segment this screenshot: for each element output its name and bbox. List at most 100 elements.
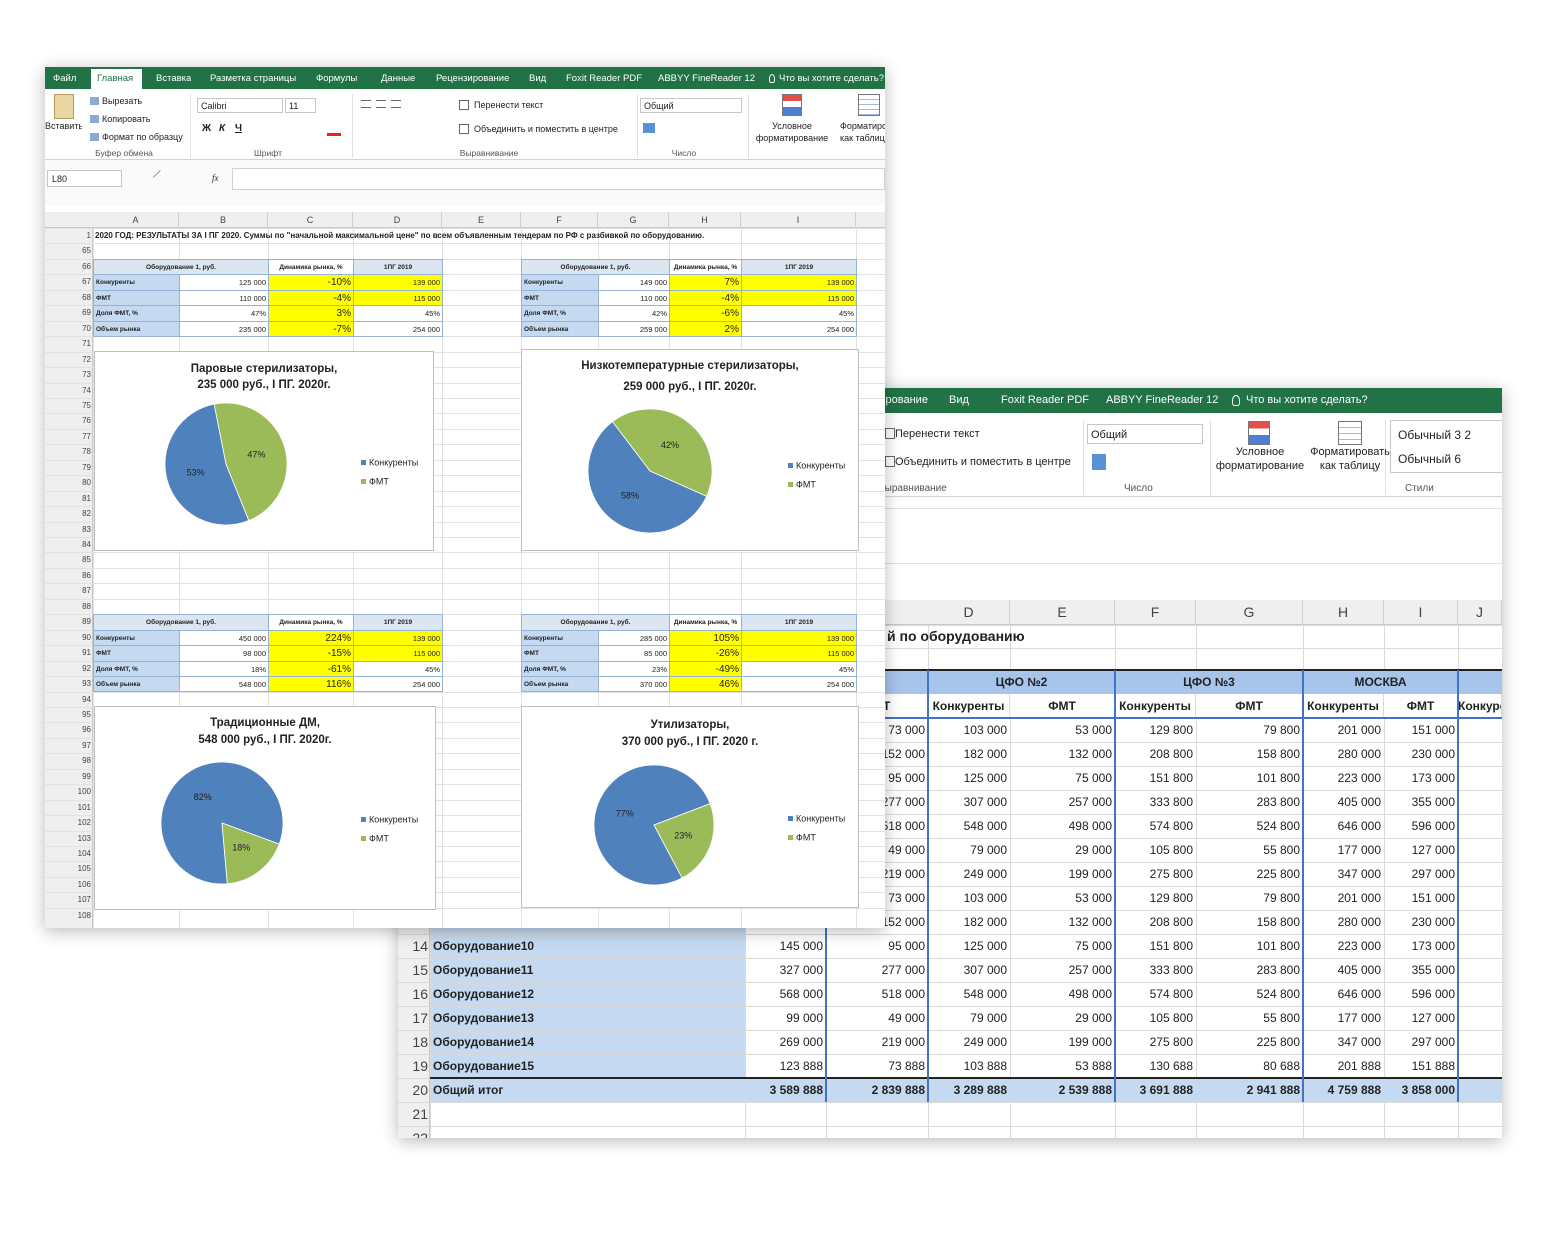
cell-value: 208 800: [1149, 915, 1193, 929]
table-label: Объем рынка: [93, 676, 180, 693]
cell-value: 3 691 888: [1139, 1083, 1193, 1097]
table-label: Объем рынка: [93, 320, 180, 338]
cell-value: 127 000: [1411, 1011, 1455, 1025]
table-value: 259 000: [598, 320, 670, 338]
align-icon: [376, 100, 386, 108]
legend-swatch: [788, 816, 793, 821]
row-header: 71: [82, 339, 91, 349]
pie-label: 58%: [621, 491, 639, 501]
row-header: 91: [82, 648, 91, 658]
cell-value: 596 000: [1411, 819, 1455, 833]
column-header: A: [93, 212, 179, 228]
table-label: ФМТ: [93, 645, 180, 662]
row-header: 69: [82, 308, 91, 318]
cell-value: 103 000: [963, 891, 1007, 905]
ribbon-tab: Вид: [529, 73, 547, 84]
group-header: МОСКВА: [1303, 670, 1458, 694]
table-value: -4%: [268, 289, 354, 307]
ribbon-button: Перенести текст: [895, 428, 980, 440]
row-header: 66: [82, 261, 91, 271]
sheet-title: 2020 ГОД: РЕЗУЛЬТАТЫ ЗА I ПГ 2020. Суммы…: [95, 231, 705, 240]
cell-value: 158 800: [1256, 747, 1300, 761]
table-header: 1ПГ 2019: [353, 258, 443, 276]
table-label: Конкуренты: [93, 629, 180, 647]
chart-title: 548 000 руб., I ПГ. 2020г.: [198, 734, 332, 746]
cell-value: 3 589 888: [769, 1083, 823, 1097]
column-header: G: [1196, 600, 1303, 625]
table-value: 139 000: [353, 274, 443, 291]
table-header: Оборудование 1, руб.: [521, 258, 670, 276]
row-header: 103: [77, 833, 91, 843]
group-border: [927, 670, 929, 1102]
legend-swatch: [361, 460, 366, 465]
column-header: E: [1010, 600, 1115, 625]
cell-value: 257 000: [1068, 963, 1112, 977]
cell-value: 130 688: [1149, 1059, 1193, 1073]
ribbon-button: Вставить: [45, 121, 82, 131]
merge-icon: [885, 456, 895, 467]
grid-line: [45, 676, 885, 678]
column-header: J: [1458, 600, 1502, 625]
table-value: 224%: [268, 629, 354, 647]
row-header: 83: [82, 524, 91, 534]
legend-label: Конкуренты: [796, 460, 845, 470]
column-header: I: [741, 212, 856, 228]
table-value: 115 000: [353, 289, 443, 307]
grid-line: [398, 1054, 1502, 1055]
row-label: Оборудование13: [433, 1011, 535, 1025]
table-top-border: [430, 669, 1502, 671]
cell-value: 151 888: [1411, 1059, 1455, 1073]
pie-slice: [587, 421, 708, 534]
row-header: 22: [412, 1130, 428, 1138]
row-header: 106: [77, 879, 91, 889]
cell-value: 277 000: [881, 963, 925, 977]
sub-header: ФМТ: [1010, 694, 1115, 718]
column-header: G: [598, 212, 669, 228]
pie-slice: [164, 403, 250, 526]
cell-value: 219 000: [881, 867, 925, 881]
currency-icon: [643, 123, 655, 133]
row-header: 81: [82, 493, 91, 503]
sheet-title: й по оборудованию: [887, 628, 1025, 644]
cell-value: 201 888: [1337, 1059, 1381, 1073]
row-label: Оборудование10: [433, 939, 535, 953]
cell-value: 151 800: [1149, 939, 1193, 953]
legend-label: Конкуренты: [796, 813, 845, 823]
grid-line: [45, 336, 885, 338]
row-header: 102: [77, 818, 91, 828]
row-header: 20: [412, 1082, 428, 1098]
cell-value: 327 000: [779, 963, 823, 977]
styles-gallery: [1390, 420, 1502, 473]
cell-value: 75 000: [1075, 771, 1112, 785]
row-header: 16: [412, 986, 428, 1002]
cell-value: 151 000: [1411, 891, 1455, 905]
table-header: Динамика рынка, %: [268, 258, 354, 276]
cell-value: 347 000: [1337, 867, 1381, 881]
grid-line: [398, 766, 1502, 767]
grid-line: [521, 228, 522, 928]
legend-label: ФМТ: [796, 479, 816, 489]
group-label: Выравнивание: [878, 483, 947, 494]
pie-chart: 58% Конкуренты 42% ФМТ: [587, 408, 845, 534]
table-value: 116%: [268, 676, 354, 693]
chart-title: Утилизаторы,: [650, 719, 730, 731]
grid-line: [45, 567, 885, 569]
cell-value: 53 888: [1075, 1059, 1112, 1073]
row-header: 14: [412, 938, 428, 954]
chart: Утилизаторы, 370 000 руб., I ПГ. 2020 г. 7…: [521, 706, 859, 908]
grid-line: [45, 645, 885, 647]
sub-header: Конкуренты: [1115, 694, 1196, 718]
label-fill: [431, 1031, 745, 1054]
row-header: 99: [82, 771, 91, 781]
row-label: Оборудование12: [433, 987, 535, 1001]
table-value: 115 000: [353, 645, 443, 662]
table-label: ФМТ: [521, 645, 599, 662]
cell-value: 53 000: [1075, 723, 1112, 737]
grid-line: [45, 784, 885, 786]
cell-value: 125 000: [963, 771, 1007, 785]
group-header: ЦФО №2: [928, 670, 1115, 694]
sub-header: Конкуренты: [928, 694, 1010, 718]
cell-value: 225 800: [1256, 867, 1300, 881]
ribbon-button: как таблиц: [840, 133, 885, 143]
ribbon-tab: Вставка: [156, 73, 192, 84]
